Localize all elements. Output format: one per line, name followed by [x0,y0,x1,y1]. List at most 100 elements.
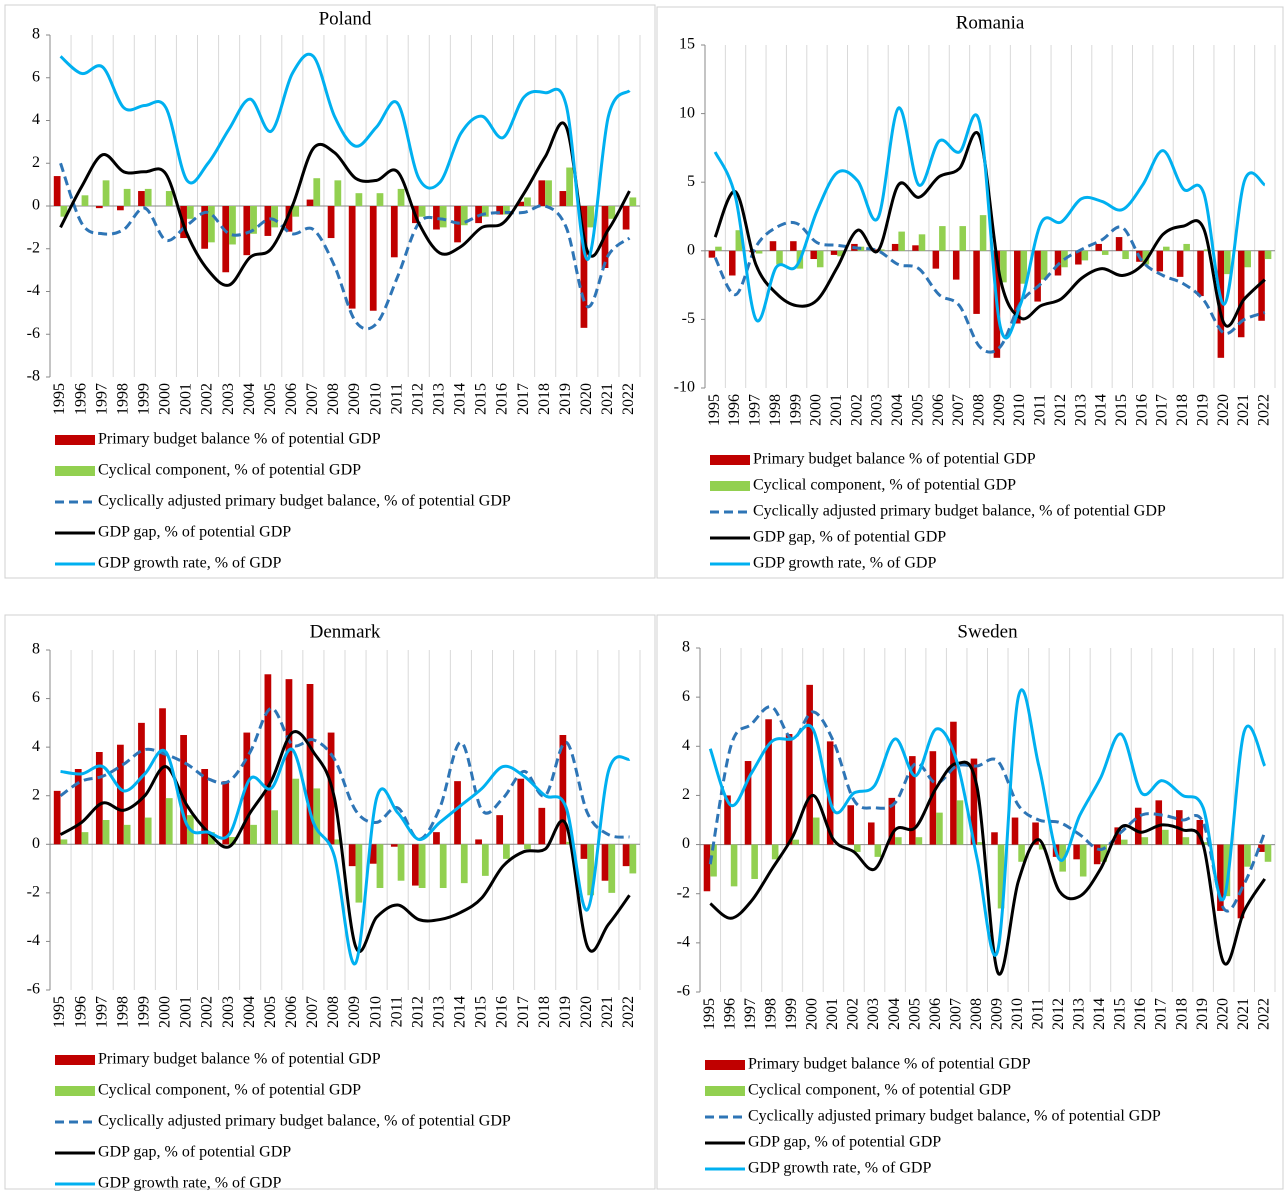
line [59,730,631,953]
x-tick-label: 2001 [178,383,195,415]
bar [390,206,398,258]
chart-title: Poland [319,8,372,29]
bar [397,188,405,206]
bar [608,844,616,893]
bar [559,735,567,845]
bar [475,839,482,845]
bar [1197,250,1204,297]
y-tick-label: 0 [682,835,690,852]
bar [285,679,293,845]
bar [102,820,110,845]
bar [517,201,525,206]
bar [830,250,838,255]
bar [703,844,711,892]
x-tick-label: 1996 [721,998,738,1030]
bar [81,832,89,845]
legend-label: Cyclically adjusted primary budget balan… [98,493,511,510]
bar [608,206,616,219]
y-tick-label: 4 [32,111,40,128]
bar [95,206,103,209]
bar [348,206,356,309]
bar [810,250,817,260]
legend-swatch [55,435,95,445]
bar [710,844,717,877]
bar [460,844,468,884]
bar [601,844,609,881]
bar [559,191,567,206]
x-tick-label: 2009 [346,996,363,1028]
bar [1040,250,1048,280]
line [59,121,631,287]
y-tick-label: -2 [677,884,690,901]
bar [355,193,363,206]
y-tick-label: 2 [32,154,40,171]
x-tick-label: 2005 [909,394,926,426]
x-tick-label: 2022 [620,383,637,415]
bar [264,206,272,236]
bar [117,744,124,845]
legend-label: Cyclical component, % of potential GDP [753,477,1016,494]
y-tick-label: 0 [32,835,40,852]
x-tick-label: 2012 [1052,394,1069,426]
panel-border [656,6,1284,579]
bar [95,752,103,845]
x-tick-label: 2019 [1194,998,1211,1030]
bar [376,844,384,888]
x-tick-label: 1997 [93,996,110,1028]
y-tick-label: 6 [682,688,690,705]
x-tick-label: 1996 [726,394,743,426]
y-tick-label: -4 [27,932,40,949]
bar [1014,250,1021,324]
bar [755,250,763,254]
legend-label: Cyclically adjusted primary budget balan… [98,1113,511,1130]
x-tick-label: 2005 [262,996,279,1028]
legend-label: Cyclical component, % of potential GDP [98,1082,361,1099]
x-tick-label: 2001 [828,394,845,426]
y-tick-label: 8 [682,639,690,656]
y-tick-label: -4 [677,934,690,951]
legend-swatch [55,466,95,476]
legend-label: GDP gap, % of potential GDP [98,1144,291,1161]
bar [950,721,957,845]
bar [306,199,314,206]
y-tick-label: -4 [27,282,40,299]
legend-label: GDP growth rate, % of GDP [748,1160,931,1177]
legend-swatch [55,1055,95,1065]
bar [117,206,124,211]
bar [60,206,68,217]
bar [1141,837,1149,845]
bar [771,844,779,860]
x-tick-label: 2007 [304,383,321,415]
bar [481,206,489,217]
y-tick-label: -2 [27,239,40,256]
bar [390,844,398,847]
bar [1093,844,1101,865]
bar [1079,844,1087,877]
bar [1156,250,1164,272]
legend-label: Primary budget balance % of potential GD… [98,431,381,448]
bar [1176,250,1184,277]
x-tick-label: 2001 [178,996,195,1028]
x-tick-label: 2010 [367,383,384,415]
bar [180,735,187,845]
bar [208,832,215,845]
x-tick-label: 2009 [346,383,363,415]
bar [587,206,595,228]
bar [313,788,321,845]
y-tick-label: 15 [679,36,695,53]
bar [1020,250,1028,284]
x-tick-label: 2006 [930,394,947,426]
x-tick-label: 1997 [742,998,759,1030]
x-tick-label: 2007 [947,998,964,1030]
x-tick-label: 2018 [1173,998,1190,1030]
bar [909,756,916,845]
legend-swatch [710,455,750,465]
x-tick-label: 2016 [494,383,511,415]
y-tick-label: 5 [687,173,695,190]
x-tick-label: 2019 [1194,394,1211,426]
y-tick-label: -8 [27,368,40,385]
y-tick-label: 0 [687,241,695,258]
y-tick-label: -6 [677,983,690,1000]
bar [186,206,194,219]
